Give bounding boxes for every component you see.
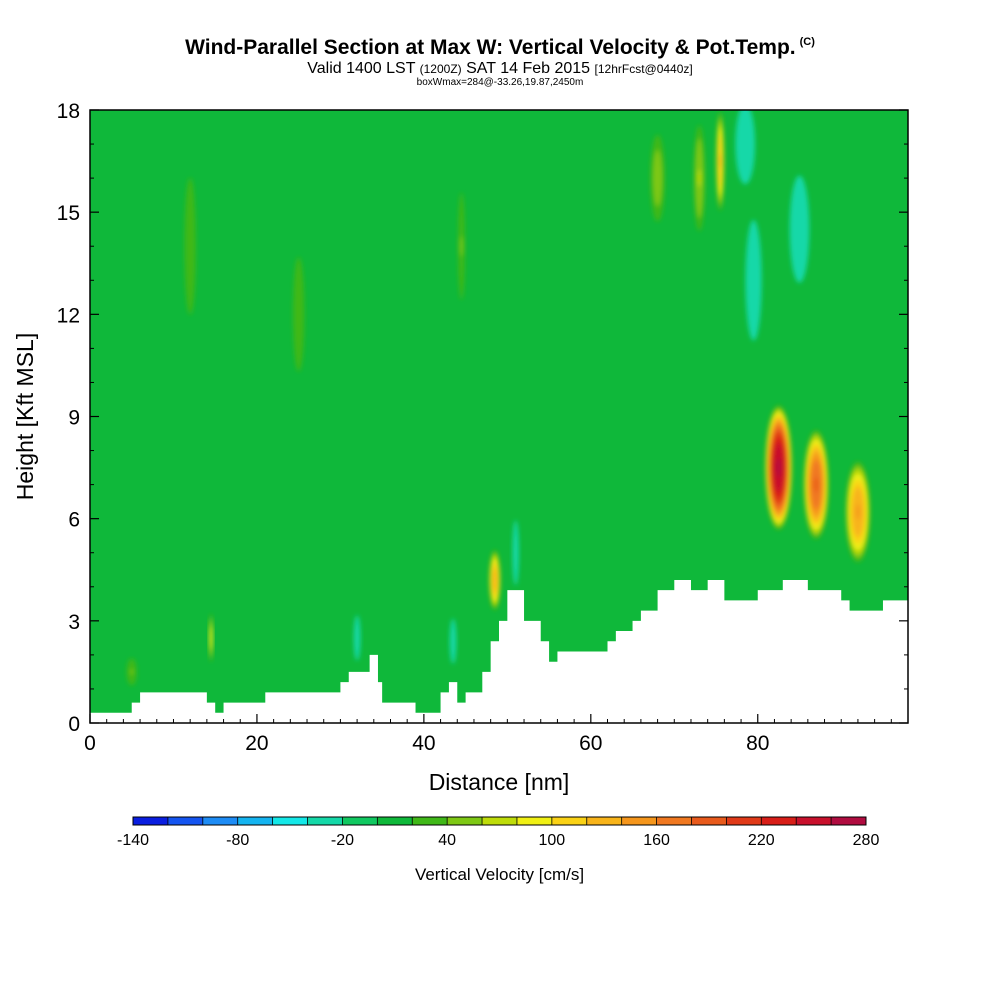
velocity-band bbox=[512, 520, 519, 586]
terrain-mask bbox=[90, 579, 908, 723]
velocity-feature bbox=[745, 220, 762, 341]
colorbar-swatch bbox=[516, 817, 553, 825]
colorbar-swatch bbox=[656, 817, 692, 825]
valid-time: Valid 1400 LST bbox=[307, 60, 416, 77]
velocity-band bbox=[776, 458, 781, 477]
colorbar-tick-label: -80 bbox=[226, 832, 249, 849]
x-tick-label: 40 bbox=[412, 732, 435, 755]
colorbar-swatch bbox=[447, 817, 483, 825]
velocity-feature bbox=[209, 613, 213, 662]
velocity-band bbox=[209, 626, 213, 650]
x-tick-label: 80 bbox=[746, 732, 769, 755]
velocity-band bbox=[293, 257, 305, 372]
colorbar-swatch bbox=[133, 817, 169, 825]
velocity-feature bbox=[489, 549, 501, 610]
velocity-feature bbox=[735, 110, 756, 185]
colorbar-swatch bbox=[761, 817, 797, 825]
chart-title-mark: (C) bbox=[799, 36, 815, 48]
velocity-band bbox=[856, 504, 860, 520]
colorbar-swatch bbox=[202, 817, 239, 825]
colorbar-swatch bbox=[691, 817, 727, 825]
velocity-feature bbox=[449, 618, 457, 664]
velocity-feature bbox=[789, 175, 810, 283]
y-tick-label: 12 bbox=[57, 304, 80, 327]
velocity-band bbox=[184, 177, 196, 315]
velocity-feature bbox=[650, 134, 665, 222]
velocity-band bbox=[814, 476, 819, 493]
x-tick-label: 0 bbox=[84, 732, 96, 755]
velocity-feature bbox=[803, 430, 829, 540]
colorbar-tick-label: 160 bbox=[643, 832, 670, 849]
velocity-band bbox=[449, 618, 457, 664]
velocity-feature bbox=[293, 257, 305, 372]
velocity-feature bbox=[693, 125, 705, 231]
velocity-feature bbox=[765, 405, 793, 530]
velocity-band bbox=[492, 567, 498, 593]
x-tick-label: 60 bbox=[579, 732, 602, 755]
colorbar: -140 -80 -20 40 100 160 220 280 Vertical Velocit… bbox=[117, 816, 880, 884]
valid-date: SAT 14 Feb 2015 bbox=[466, 60, 591, 77]
velocity-band bbox=[789, 175, 810, 283]
colorbar-swatch bbox=[237, 817, 274, 825]
colorbar-tick-label: 100 bbox=[539, 832, 566, 849]
colorbar-tick-label: -20 bbox=[331, 832, 354, 849]
velocity-feature bbox=[353, 615, 361, 661]
y-tick-label: 15 bbox=[57, 202, 80, 225]
colorbar-swatch bbox=[831, 817, 867, 825]
axes: 0 20 40 60 80 0 3 6 9 12 15 18 Distance [nm] Height [… bbox=[12, 100, 908, 795]
chart-title: Wind-Parallel Section at Max W: Vertical… bbox=[0, 36, 1000, 60]
velocity-band bbox=[652, 149, 663, 207]
velocity-feature bbox=[716, 111, 725, 211]
velocity-feature bbox=[512, 520, 519, 586]
velocity-band bbox=[697, 169, 701, 188]
colorbar-swatch bbox=[412, 817, 448, 825]
velocity-band bbox=[745, 220, 762, 341]
y-tick-label: 6 bbox=[68, 509, 80, 532]
chart-subtitle: Valid 1400 LST (1200Z) SAT 14 Feb 2015 [… bbox=[0, 60, 1000, 78]
colorbar-swatch bbox=[377, 817, 413, 825]
colorbar-tick-label: 220 bbox=[748, 832, 775, 849]
colorbar-swatch bbox=[551, 817, 588, 825]
forecast-info: [12hrFcst@0440z] bbox=[594, 62, 693, 76]
box-wmax-info: boxWmax=284@-33.26,19.87,2450m bbox=[416, 77, 584, 88]
velocity-band bbox=[353, 615, 361, 661]
y-tick-label: 3 bbox=[68, 611, 80, 634]
plot-area bbox=[90, 110, 908, 723]
colorbar-tick-label: 280 bbox=[853, 832, 880, 849]
x-tick-label: 20 bbox=[245, 732, 268, 755]
y-tick-label: 9 bbox=[68, 407, 80, 430]
y-axis-title: Height [Kft MSL] bbox=[12, 333, 38, 500]
colorbar-swatch bbox=[167, 817, 204, 825]
colorbar-tick-label: 40 bbox=[438, 832, 456, 849]
chart-title-text: Wind-Parallel Section at Max W: Vertical… bbox=[185, 36, 796, 59]
colorbar-swatch bbox=[307, 817, 343, 825]
y-tick-label: 18 bbox=[57, 100, 80, 123]
x-axis-title: Distance [nm] bbox=[429, 769, 570, 795]
velocity-band bbox=[718, 153, 722, 169]
colorbar-swatch bbox=[586, 817, 623, 825]
colorbar-swatch bbox=[726, 817, 762, 825]
velocity-feature bbox=[845, 461, 871, 563]
y-tick-label: 0 bbox=[68, 713, 80, 736]
colorbar-swatch bbox=[796, 817, 832, 825]
colorbar-swatch bbox=[621, 817, 658, 825]
colorbar-title: Vertical Velocity [cm/s] bbox=[415, 865, 584, 884]
velocity-feature bbox=[458, 192, 465, 300]
velocity-band bbox=[130, 669, 134, 675]
colorbar-tick-label: -140 bbox=[117, 832, 149, 849]
velocity-feature bbox=[184, 177, 196, 315]
colorbar-swatch bbox=[342, 817, 378, 825]
velocity-band bbox=[459, 236, 463, 257]
valid-utc: (1200Z) bbox=[419, 62, 462, 76]
velocity-band bbox=[735, 110, 756, 185]
colorbar-swatch bbox=[272, 817, 309, 825]
colorbar-swatch bbox=[482, 817, 518, 825]
velocity-feature bbox=[126, 658, 137, 686]
